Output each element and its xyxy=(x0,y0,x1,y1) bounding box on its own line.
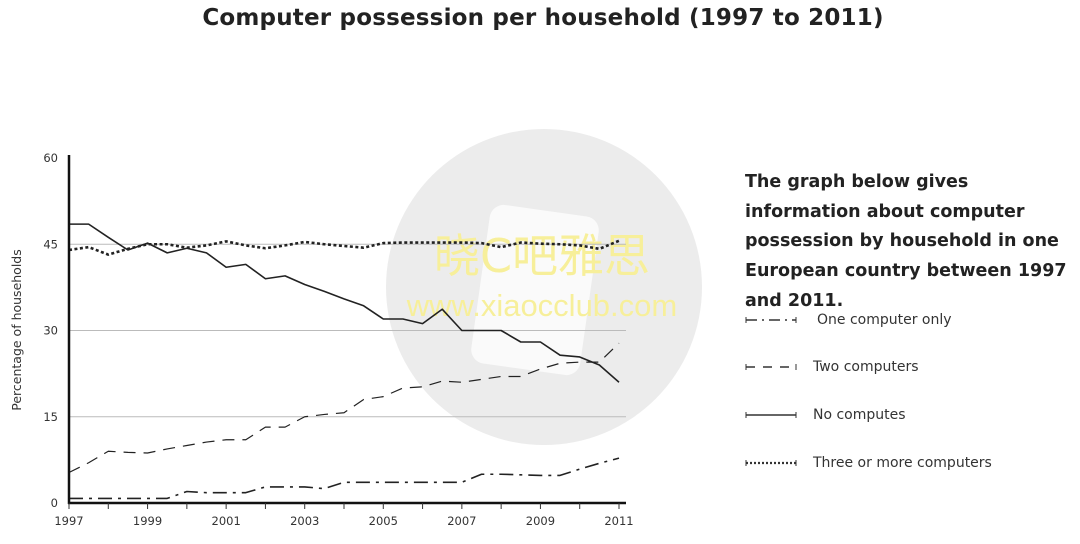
series-line-three-or-more-computers xyxy=(68,239,620,256)
x-tick-label: 2011 xyxy=(604,514,633,528)
series-line-two-computers xyxy=(68,342,620,474)
y-tick-label: 15 xyxy=(43,410,58,424)
x-tick-label: 2003 xyxy=(290,514,319,528)
watermark-line1: 晓C吧雅思 xyxy=(434,229,650,283)
line-chart: 晓C吧雅思 www.xiaocclub.com 0 15 30 45 60 1997 19… xyxy=(9,129,702,528)
legend-label: Two computers xyxy=(813,359,919,375)
legend-label: Three or more computers xyxy=(813,455,992,471)
series-line-one-computer-only xyxy=(69,457,620,500)
legend-label: One computer only xyxy=(817,312,952,328)
y-axis-label: Percentage of households xyxy=(9,249,24,411)
legend-item: Three or more computers xyxy=(745,453,992,473)
series-line-no-computes xyxy=(69,223,620,383)
x-tick-label: 2001 xyxy=(212,514,241,528)
legend-label: No computes xyxy=(813,407,906,423)
x-tick-label: 1999 xyxy=(133,514,162,528)
watermark-line2: www.xiaocclub.com xyxy=(406,288,677,323)
watermark: 晓C吧雅思 www.xiaocclub.com xyxy=(386,129,702,445)
legend-line-symbol-icon xyxy=(745,412,797,418)
legend-item: Two computers xyxy=(745,357,919,377)
x-tick-label: 1997 xyxy=(54,514,83,528)
legend-item: One computer only xyxy=(745,310,952,330)
y-tick-label: 0 xyxy=(51,496,58,510)
x-tick-label: 2005 xyxy=(369,514,398,528)
legend-line-symbol-icon xyxy=(745,364,797,370)
y-tick-label: 45 xyxy=(43,237,58,251)
legend-line-symbol-icon xyxy=(745,317,797,323)
y-tick-label: 60 xyxy=(43,151,58,165)
legend-line-symbol-icon xyxy=(745,460,797,466)
x-tick-label: 2009 xyxy=(526,514,555,528)
x-tick-label: 2007 xyxy=(447,514,476,528)
chart-title: Computer possession per household (1997 … xyxy=(202,5,884,31)
task-description: The graph below gives information about … xyxy=(745,172,1067,311)
y-tick-label: 30 xyxy=(43,324,58,338)
legend-item: No computes xyxy=(745,405,906,425)
